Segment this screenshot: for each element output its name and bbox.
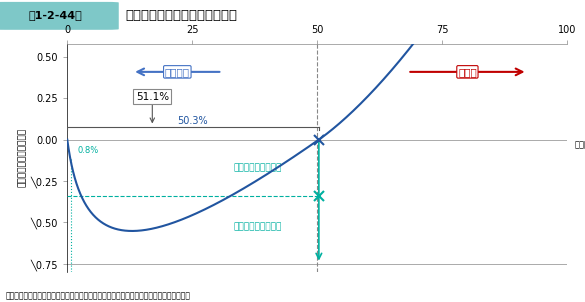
Text: 50.3%: 50.3% xyxy=(177,116,208,126)
Text: マイナス: マイナス xyxy=(165,67,190,77)
Text: プラス: プラス xyxy=(458,67,477,77)
Text: 第1-2-44図: 第1-2-44図 xyxy=(29,10,82,20)
Text: （％、累積の企業割合）: （％、累積の企業割合） xyxy=(575,140,585,149)
Text: 資料：独立行政法人経済産業研究所「中小企業の新陳代謝に関する分析に係る委託事業」: 資料：独立行政法人経済産業研究所「中小企業の新陳代謝に関する分析に係る委託事業」 xyxy=(6,291,191,300)
Text: 0.8%: 0.8% xyxy=(77,146,98,155)
Text: 51.1%: 51.1% xyxy=(136,92,169,102)
Text: 第３期における廃業企業の分布: 第３期における廃業企業の分布 xyxy=(126,9,238,22)
FancyBboxPatch shape xyxy=(0,2,119,30)
Text: マイナス効果の５割: マイナス効果の５割 xyxy=(233,163,281,172)
Text: マイナス効果の５割: マイナス効果の５割 xyxy=(233,223,281,232)
Y-axis label: （％、累積の廃業効果）: （％、累積の廃業効果） xyxy=(18,128,26,187)
